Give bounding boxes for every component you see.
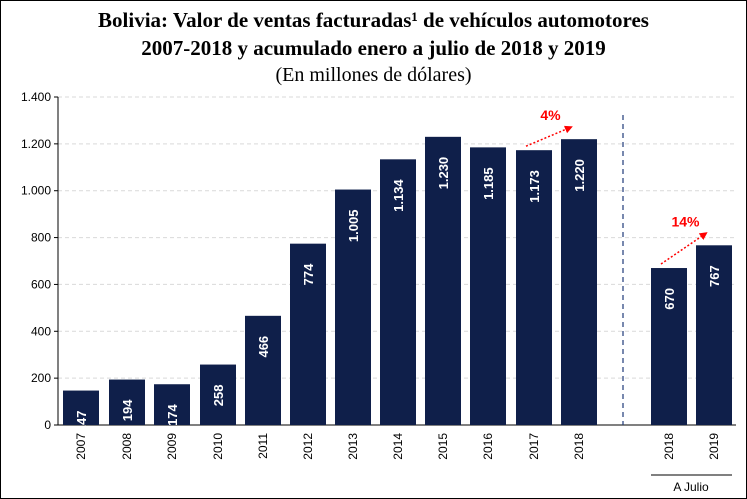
- x-tick-label: 2018: [572, 433, 586, 460]
- value-label: 258: [211, 385, 226, 407]
- bar: [380, 159, 416, 425]
- x-tick-label: 2011: [256, 433, 270, 459]
- bar: [63, 390, 99, 425]
- bar: [245, 315, 281, 425]
- bar: [651, 268, 687, 425]
- value-label: 174: [165, 403, 180, 425]
- chart-subtitle: (En millones de dólares): [275, 64, 472, 86]
- x-tick-label: 2008: [120, 433, 134, 460]
- value-label: 1.173: [527, 170, 542, 203]
- x-tick-label: 2010: [211, 433, 225, 460]
- chart-title-line-2: 2007-2018 y acumulado enero a julio de 2…: [141, 36, 606, 60]
- y-tick-label: 0: [44, 418, 51, 432]
- growth-label: 4%: [540, 107, 561, 123]
- x-tick-label: 2016: [481, 433, 495, 460]
- value-label: 1.230: [436, 157, 451, 190]
- x-tick-label: 2012: [301, 433, 315, 460]
- x-tick-label: 2017: [527, 433, 541, 460]
- value-label: 194: [120, 399, 135, 421]
- bar: [470, 147, 506, 425]
- x-tick-label: 2013: [346, 433, 360, 460]
- growth-arrow: [660, 232, 708, 265]
- growth-arrow: [525, 125, 573, 147]
- bar: [425, 136, 461, 426]
- y-tick-label: 1.000: [21, 184, 51, 198]
- y-tick-label: 1.400: [21, 90, 51, 104]
- value-label: 466: [256, 336, 271, 358]
- x-tick-label: 2014: [391, 433, 405, 460]
- y-tick-label: 200: [31, 371, 51, 385]
- value-label: 147: [74, 411, 89, 433]
- y-tick-label: 800: [31, 231, 51, 245]
- bar: [335, 189, 371, 425]
- bar: [561, 139, 597, 425]
- y-tick-label: 1.200: [21, 137, 51, 151]
- x-tick-label: 2007: [74, 433, 88, 460]
- bar: [200, 364, 236, 425]
- bar: [109, 379, 145, 425]
- bar: [516, 150, 552, 425]
- value-label: 1.005: [346, 210, 361, 243]
- growth-label: 14%: [671, 213, 700, 229]
- bar: [290, 243, 326, 425]
- bar: [154, 384, 190, 425]
- value-label: 1.185: [481, 167, 496, 200]
- bar: [696, 245, 732, 425]
- group-label: A Julio: [673, 480, 709, 494]
- chart-title-line-1: Bolivia: Valor de ventas facturadas¹ de …: [98, 8, 649, 32]
- y-tick-label: 400: [31, 324, 51, 338]
- value-label: 767: [707, 265, 722, 287]
- x-tick-label: 2009: [165, 433, 179, 460]
- value-label: 1.134: [391, 179, 406, 212]
- y-tick-label: 600: [31, 277, 51, 291]
- value-label: 1.220: [572, 159, 587, 192]
- x-tick-label: 2015: [436, 433, 450, 460]
- x-tick-label: 2019: [707, 433, 721, 460]
- x-tick-label: 2018: [662, 433, 676, 460]
- value-label: 670: [662, 288, 677, 310]
- value-label: 774: [301, 263, 316, 285]
